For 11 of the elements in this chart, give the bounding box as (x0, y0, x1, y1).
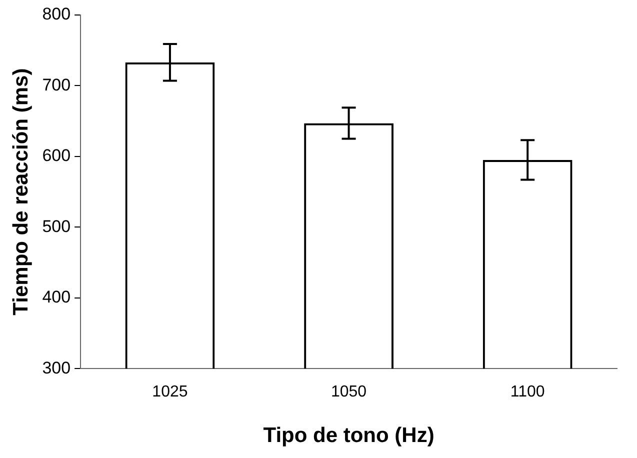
y-axis-title: Tiempo de reacción (ms) (9, 68, 32, 316)
y-tick-label: 300 (42, 358, 71, 378)
y-tick-label: 700 (42, 75, 71, 94)
y-tick-label: 500 (42, 216, 71, 236)
x-tick-label: 1025 (152, 384, 188, 401)
x-tick-label: 1100 (510, 384, 545, 401)
y-tick-label: 400 (42, 288, 71, 307)
x-tick-label: 1050 (330, 384, 367, 401)
x-axis-title: Tipo de tono (Hz) (263, 424, 434, 448)
y-tick-label: 800 (42, 4, 71, 24)
y-tick-label: 600 (42, 146, 71, 166)
